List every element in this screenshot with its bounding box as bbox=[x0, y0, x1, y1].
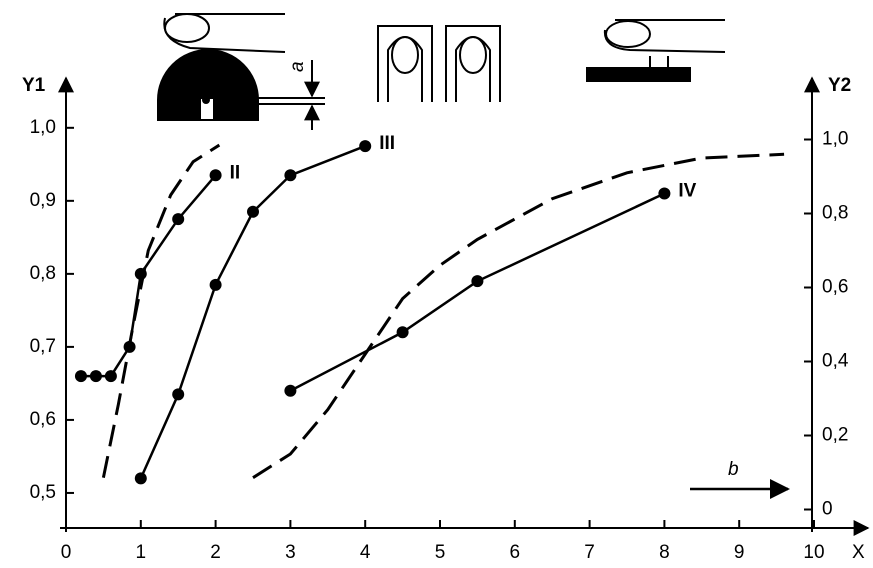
point bbox=[210, 279, 222, 291]
x-tick-label: 9 bbox=[734, 542, 745, 563]
x-tick-label: 2 bbox=[210, 542, 221, 563]
y2-tick-label: 0 bbox=[822, 499, 833, 520]
series-line bbox=[141, 146, 365, 478]
annotation-b: b bbox=[728, 459, 739, 480]
x-tick-label: 3 bbox=[285, 542, 296, 563]
y2-tick-label: 0,4 bbox=[822, 351, 849, 372]
x-label: X bbox=[852, 542, 865, 563]
illustration-sleeves bbox=[378, 26, 500, 102]
series-line bbox=[290, 194, 664, 391]
annotation-a: a bbox=[287, 61, 308, 72]
point bbox=[658, 188, 670, 200]
dashed-line bbox=[253, 154, 784, 477]
x-tick-label: 1 bbox=[136, 542, 147, 563]
y1-tick-label: 0,5 bbox=[30, 482, 56, 503]
x-tick-label: 8 bbox=[659, 542, 670, 563]
point bbox=[471, 275, 483, 287]
y2-tick-label: 1,0 bbox=[822, 129, 848, 150]
point bbox=[397, 326, 409, 338]
y1-tick-label: 1,0 bbox=[30, 117, 56, 138]
y1-tick-label: 0,7 bbox=[30, 336, 56, 357]
y1-tick-label: 0,9 bbox=[30, 190, 56, 211]
y1-label: Y1 bbox=[22, 75, 46, 96]
point bbox=[90, 370, 102, 382]
y2-tick-label: 0,2 bbox=[822, 425, 848, 446]
x-tick-label: 6 bbox=[510, 542, 521, 563]
point bbox=[75, 370, 87, 382]
x-tick-label: 10 bbox=[803, 542, 824, 563]
point bbox=[284, 385, 296, 397]
point bbox=[105, 370, 117, 382]
y1-tick-label: 0,8 bbox=[30, 263, 56, 284]
y1-tick-label: 0,6 bbox=[30, 409, 56, 430]
y2-tick-label: 0,8 bbox=[822, 203, 848, 224]
x-tick-label: 7 bbox=[584, 542, 595, 563]
dashed-line bbox=[103, 145, 219, 478]
point bbox=[172, 388, 184, 400]
point bbox=[172, 213, 184, 225]
y2-tick-label: 0,6 bbox=[822, 277, 848, 298]
illustration-plate bbox=[587, 20, 725, 81]
series-label: III bbox=[379, 133, 395, 154]
point bbox=[210, 169, 222, 181]
x-tick-label: 4 bbox=[360, 542, 371, 563]
series-label: IV bbox=[678, 181, 696, 202]
point bbox=[284, 169, 296, 181]
x-tick-label: 5 bbox=[435, 542, 446, 563]
series-label: II bbox=[230, 162, 241, 183]
point bbox=[135, 472, 147, 484]
point bbox=[247, 206, 259, 218]
point bbox=[359, 140, 371, 152]
x-tick-label: 0 bbox=[61, 542, 72, 563]
y2-label: Y2 bbox=[828, 75, 851, 96]
chart: Y1 Y2 X b a 0 1 2 3 4 5 6 7 8 9 10 0,5 0,6 0,7 0,8 0,9 1… bbox=[0, 0, 873, 568]
